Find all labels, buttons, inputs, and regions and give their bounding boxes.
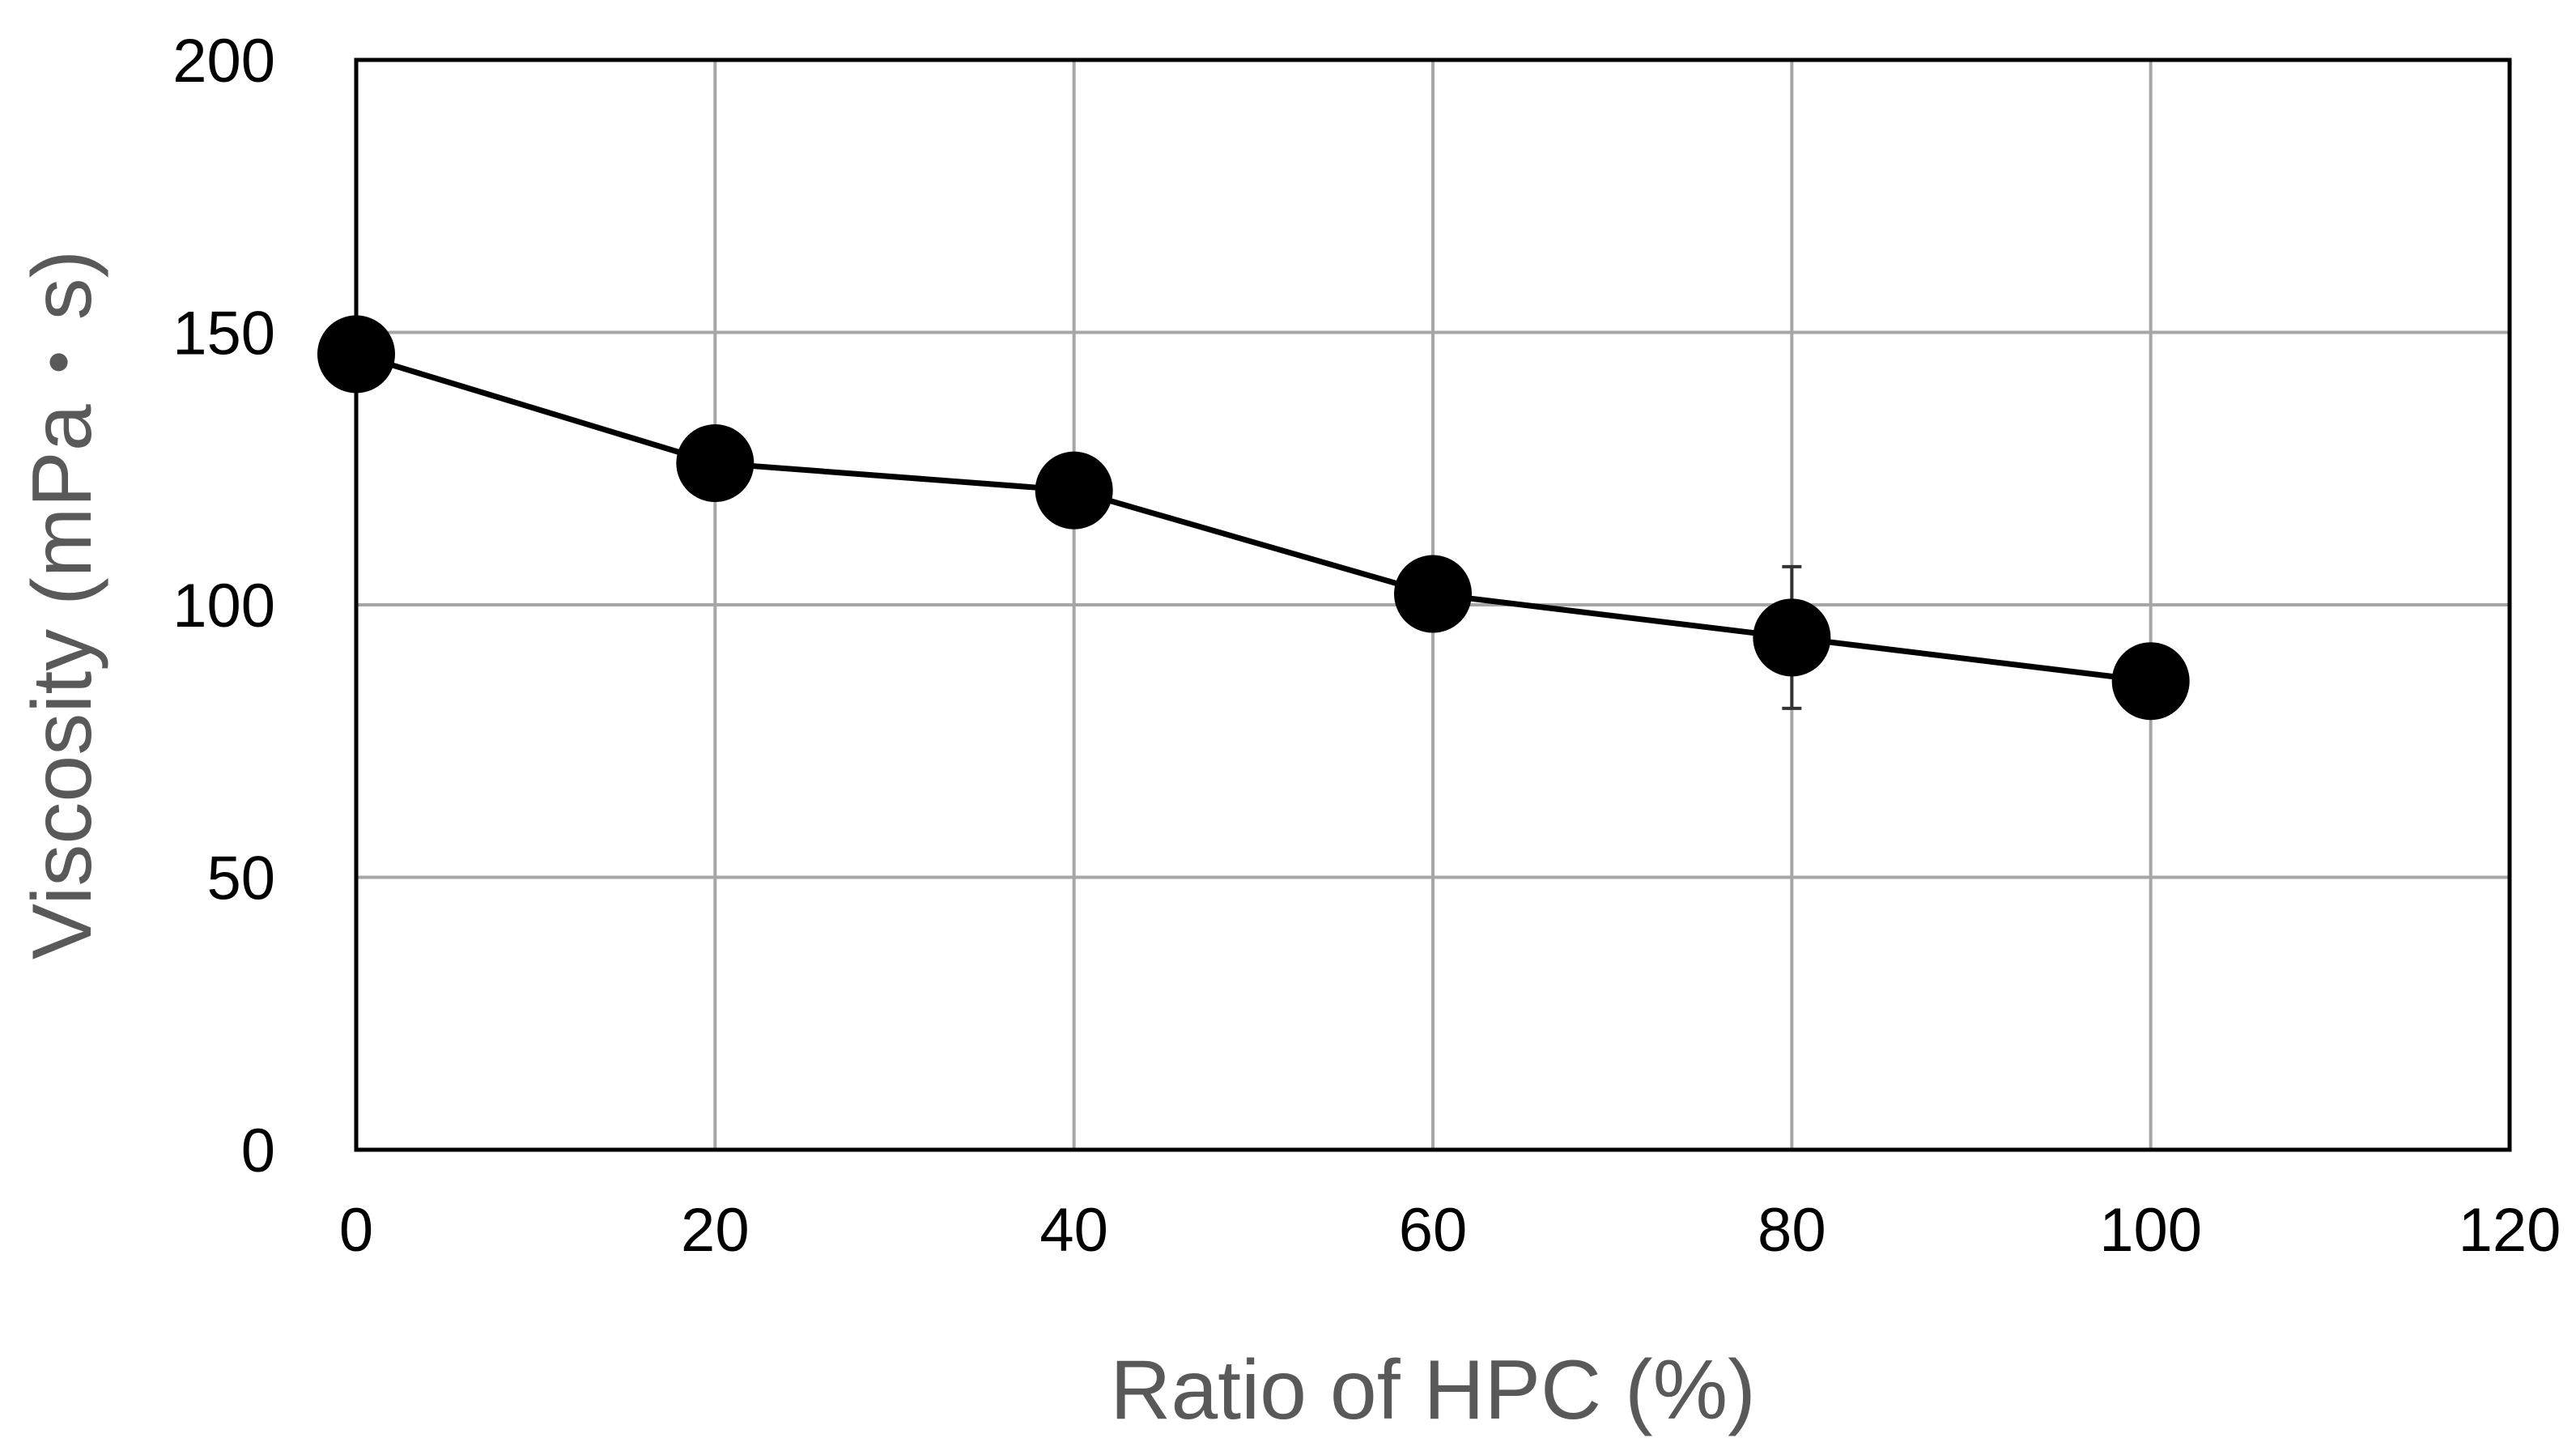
y-tick-label: 200 xyxy=(172,27,275,96)
y-axis-title: Viscosity (mPa・s) xyxy=(15,250,109,959)
x-tick-label: 40 xyxy=(1039,1196,1108,1265)
series-line xyxy=(355,351,2152,684)
x-tick-label: 0 xyxy=(339,1196,373,1265)
data-point xyxy=(676,424,755,503)
data-point xyxy=(317,315,395,394)
y-tick-label: 100 xyxy=(172,572,275,640)
data-point xyxy=(1753,598,1831,677)
tick-labels: 0 50 100 150 200 0 20 40 60 80 100 120 xyxy=(172,27,2561,1265)
data-point xyxy=(1394,555,1472,633)
data-point xyxy=(2111,642,2190,721)
x-tick-label: 20 xyxy=(681,1196,750,1265)
x-tick-label: 60 xyxy=(1399,1196,1468,1265)
y-tick-label: 150 xyxy=(172,300,275,368)
series-layer xyxy=(317,315,2190,721)
plot-frame xyxy=(354,57,2512,1152)
y-tick-label: 0 xyxy=(241,1117,275,1185)
x-tick-label: 100 xyxy=(2099,1196,2202,1265)
x-axis-title: Ratio of HPC (%) xyxy=(1110,1343,1756,1437)
y-tick-label: 50 xyxy=(206,844,275,913)
x-tick-label: 80 xyxy=(1758,1196,1826,1265)
data-point xyxy=(1035,451,1113,530)
x-tick-label: 120 xyxy=(2459,1196,2561,1265)
